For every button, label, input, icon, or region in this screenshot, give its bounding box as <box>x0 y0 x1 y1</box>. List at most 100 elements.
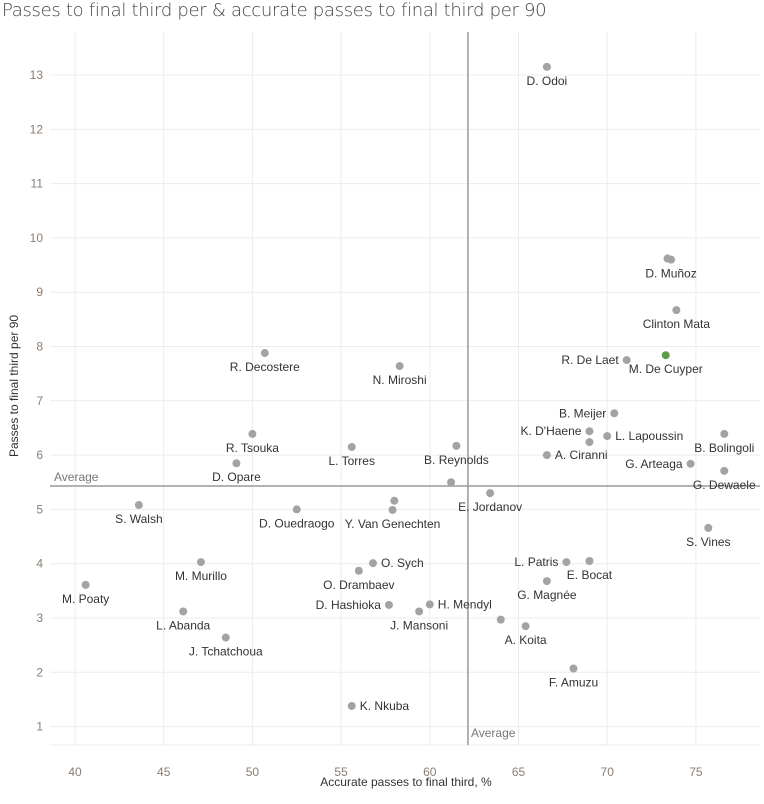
data-point <box>81 580 90 589</box>
point-label: D. Opare <box>212 470 261 484</box>
data-point <box>663 254 672 263</box>
point-label: M. Murillo <box>175 569 227 583</box>
point-label: M. De Cuyper <box>629 362 703 376</box>
data-point <box>542 451 551 460</box>
point-label: J. Mansoni <box>390 618 448 632</box>
point-label: R. Tsouka <box>226 441 279 455</box>
y-tick-label: 4 <box>36 557 43 571</box>
data-point <box>720 466 729 475</box>
point-label: H. Mendyl <box>438 597 492 611</box>
reference-lines: Average Average <box>50 32 760 745</box>
point-label: D. Odoi <box>527 74 568 88</box>
data-point <box>425 600 434 609</box>
point-label: G. Arteaga <box>625 457 683 471</box>
data-point <box>196 558 205 567</box>
y-average-label: Average <box>54 470 99 484</box>
data-point <box>661 351 670 360</box>
y-tick-label: 7 <box>36 394 43 408</box>
point-label: B. Reynolds <box>424 453 489 467</box>
y-tick-label: 12 <box>30 122 44 136</box>
data-point <box>395 362 404 371</box>
data-point <box>388 505 397 514</box>
point-label: L. Lapoussin <box>615 429 683 443</box>
point-label: N. Miroshi <box>373 373 427 387</box>
point-label: B. Meijer <box>559 406 606 420</box>
point-label: O. Sych <box>381 556 424 570</box>
y-tick-label: 8 <box>36 340 43 354</box>
data-point <box>521 622 530 631</box>
y-tick-label: 1 <box>36 720 43 734</box>
point-label: A. Ciranni <box>555 448 608 462</box>
data-point <box>720 429 729 438</box>
data-point <box>622 356 631 365</box>
point-label: R. Decostere <box>230 360 300 374</box>
x-tick-label: 50 <box>246 765 260 779</box>
point-label: L. Torres <box>329 454 375 468</box>
x-tick-label: 55 <box>334 765 348 779</box>
data-point <box>562 558 571 567</box>
x-average-label: Average <box>471 726 516 740</box>
point-label: K. D'Haene <box>520 424 581 438</box>
data-point <box>292 505 301 514</box>
point-label: L. Patris <box>514 555 558 569</box>
data-point <box>232 459 241 468</box>
point-label: K. Nkuba <box>360 699 410 713</box>
data-point <box>704 523 713 532</box>
point-label: O. Drambaev <box>323 578 394 592</box>
data-point <box>390 496 399 505</box>
data-point <box>672 306 681 315</box>
data-point <box>569 664 578 673</box>
data-point <box>686 459 695 468</box>
point-label: L. Abanda <box>156 618 210 632</box>
y-tick-label: 6 <box>36 448 43 462</box>
data-point <box>447 478 456 487</box>
data-point <box>603 432 612 441</box>
x-tick-label: 60 <box>423 765 437 779</box>
point-label: R. De Laet <box>561 353 619 367</box>
data-point <box>179 607 188 616</box>
data-point <box>354 566 363 575</box>
point-label: S. Walsh <box>115 512 163 526</box>
point-label: D. Hashioka <box>316 598 382 612</box>
point-label: S. Vines <box>686 535 730 549</box>
data-point <box>248 429 257 438</box>
data-point <box>369 559 378 568</box>
data-points: D. Odoi D. Muñoz Clinton Mata R. De Laet M. … <box>62 62 756 713</box>
data-point <box>610 409 619 418</box>
y-tick-label: 9 <box>36 285 43 299</box>
y-tick-label: 5 <box>36 502 43 516</box>
gridlines <box>50 32 760 746</box>
point-label: A. Koita <box>505 633 547 647</box>
point-label: Clinton Mata <box>643 317 711 331</box>
data-point <box>134 501 143 510</box>
point-label: J. Tchatchoua <box>189 645 263 659</box>
point-label: E. Jordanov <box>458 500 522 514</box>
data-point <box>384 600 393 609</box>
y-tick-label: 2 <box>36 665 43 679</box>
data-point <box>496 615 505 624</box>
point-label: G. Dewaele <box>693 478 756 492</box>
x-axis-label: Accurate passes to final third, % <box>320 775 492 789</box>
data-point <box>585 556 594 565</box>
point-label: G. Magnée <box>517 588 577 602</box>
point-label: B. Bolingoli <box>694 441 754 455</box>
data-point <box>347 701 356 710</box>
data-point <box>347 442 356 451</box>
point-label: D. Muñoz <box>645 267 696 281</box>
point-label: Y. Van Genechten <box>345 517 441 531</box>
y-tick-label: 3 <box>36 611 43 625</box>
x-tick-label: 75 <box>689 765 703 779</box>
x-tick-label: 40 <box>68 765 82 779</box>
point-label: M. Poaty <box>62 592 109 606</box>
data-point <box>452 441 461 450</box>
data-point <box>585 438 594 447</box>
point-label: F. Amuzu <box>549 675 598 689</box>
data-point <box>260 349 269 358</box>
y-tick-label: 13 <box>30 68 44 82</box>
x-tick-label: 70 <box>601 765 615 779</box>
y-axis-label: Passes to final third per 90 <box>7 315 21 457</box>
x-tick-label: 45 <box>157 765 171 779</box>
